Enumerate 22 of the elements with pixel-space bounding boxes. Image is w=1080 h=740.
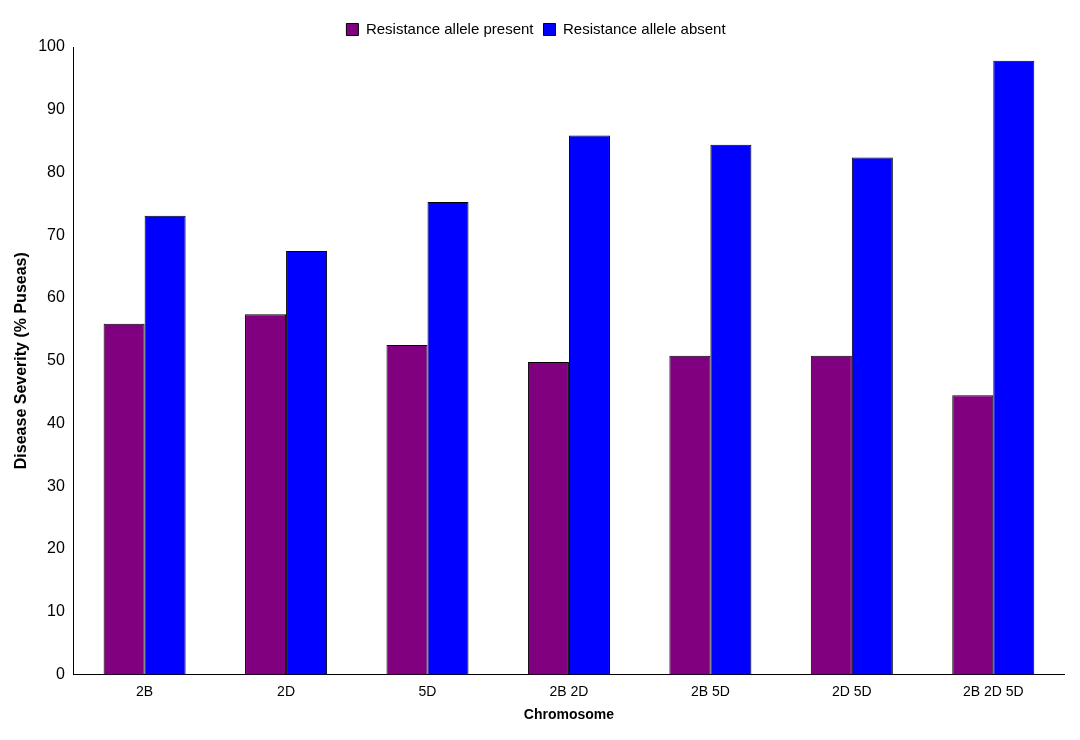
x-tick-label: 2D: [277, 682, 296, 699]
y-tick-label: 80: [47, 162, 65, 180]
y-tick-label: 60: [47, 288, 65, 306]
y-tick-label: 0: [55, 664, 65, 682]
y-tick-label: 90: [47, 100, 65, 118]
y-tick-label: 10: [47, 602, 65, 620]
y-axis-title: Disease Severity (% Puseas): [12, 252, 30, 470]
x-tick-label: 2D 5D: [831, 682, 872, 699]
y-tick-label: 50: [47, 351, 65, 369]
legend-label: Resistance allele present: [365, 19, 535, 37]
y-tick-label: 40: [47, 413, 65, 431]
x-axis-title: Chromosome: [523, 706, 615, 723]
x-tick-label: 2B 2D 5D: [962, 682, 1024, 699]
legend-label: Resistance allele absent: [563, 19, 727, 37]
y-tick-label: 100: [38, 37, 65, 55]
y-tick-label: 30: [47, 476, 65, 494]
x-tick-label: 5D: [418, 682, 437, 699]
x-tick-label: 2B: [136, 682, 154, 699]
x-tick-label: 2B 5D: [690, 682, 730, 699]
x-tick-label: 2B 2D: [549, 682, 589, 699]
y-tick-label: 70: [47, 225, 65, 243]
y-tick-label: 20: [47, 539, 65, 557]
